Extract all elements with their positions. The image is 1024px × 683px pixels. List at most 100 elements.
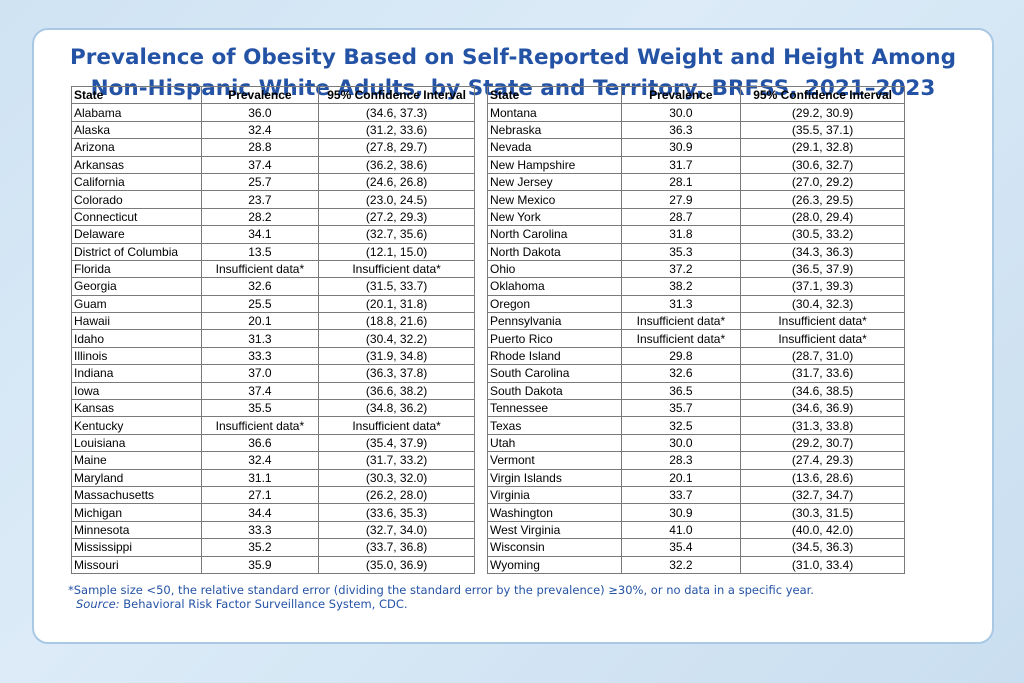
prevalence-cell: 28.1 bbox=[620, 172, 742, 192]
table-row: Oklahoma 38.2 (37.1, 39.3) bbox=[487, 277, 905, 296]
ci-cell: (32.7, 35.6) bbox=[318, 225, 475, 244]
prevalence-cell: 35.2 bbox=[200, 538, 320, 557]
ci-cell: Insufficient data* bbox=[318, 416, 475, 435]
ci-cell: (23.0, 24.5) bbox=[318, 190, 475, 209]
state-cell: Maryland bbox=[71, 468, 202, 487]
prevalence-cell: 32.4 bbox=[200, 120, 320, 140]
state-cell: Pennsylvania bbox=[487, 312, 622, 331]
prevalence-cell: 35.3 bbox=[620, 242, 742, 261]
prevalence-cell: 28.2 bbox=[200, 207, 320, 227]
prevalence-cell: 32.6 bbox=[200, 277, 320, 296]
prevalence-cell: 34.4 bbox=[200, 503, 320, 522]
ci-cell: (31.5, 33.7) bbox=[318, 277, 475, 296]
state-cell: South Dakota bbox=[487, 381, 622, 401]
table-row: Montana 30.0 (29.2, 30.9) bbox=[487, 103, 905, 122]
ci-cell: (27.2, 29.3) bbox=[318, 207, 475, 227]
ci-cell: (30.3, 32.0) bbox=[318, 468, 475, 487]
prevalence-cell: Insufficient data* bbox=[200, 416, 320, 435]
state-cell: Puerto Rico bbox=[487, 329, 622, 348]
table-row: Alabama 36.0 (34.6, 37.3) bbox=[71, 103, 475, 122]
ci-cell: (26.3, 29.5) bbox=[740, 190, 905, 209]
table-left: State Prevalence 95% Confidence Interval… bbox=[71, 85, 475, 574]
table-row: District of Columbia 13.5 (12.1, 15.0) bbox=[71, 242, 475, 261]
state-cell: Iowa bbox=[71, 381, 202, 401]
ci-cell: (34.5, 36.3) bbox=[740, 538, 905, 557]
state-cell: Delaware bbox=[71, 225, 202, 244]
table-row: New Jersey 28.1 (27.0, 29.2) bbox=[487, 172, 905, 192]
prevalence-cell: 33.3 bbox=[200, 520, 320, 540]
state-cell: Oregon bbox=[487, 294, 622, 314]
source-text: Behavioral Risk Factor Surveillance Syst… bbox=[119, 597, 408, 611]
prevalence-cell: 28.7 bbox=[620, 207, 742, 227]
prevalence-cell: 28.8 bbox=[200, 138, 320, 157]
prevalence-cell: 31.3 bbox=[200, 329, 320, 348]
prevalence-cell: 32.5 bbox=[620, 416, 742, 435]
state-cell: Texas bbox=[487, 416, 622, 435]
column-header-prevalence: Prevalence bbox=[200, 85, 320, 105]
state-cell: Montana bbox=[487, 103, 622, 122]
table-row: Michigan 34.4 (33.6, 35.3) bbox=[71, 503, 475, 522]
ci-cell: (34.3, 36.3) bbox=[740, 242, 905, 261]
state-cell: West Virginia bbox=[487, 520, 622, 540]
table-row: Iowa 37.4 (36.6, 38.2) bbox=[71, 381, 475, 401]
state-cell: Ohio bbox=[487, 259, 622, 279]
state-cell: Arizona bbox=[71, 138, 202, 157]
prevalence-cell: 37.0 bbox=[200, 364, 320, 383]
state-cell: Illinois bbox=[71, 346, 202, 366]
table-row: Tennessee 35.7 (34.6, 36.9) bbox=[487, 399, 905, 418]
state-cell: Georgia bbox=[71, 277, 202, 296]
prevalence-cell: 27.9 bbox=[620, 190, 742, 209]
ci-cell: Insufficient data* bbox=[740, 329, 905, 348]
prevalence-cell: 30.0 bbox=[620, 103, 742, 122]
prevalence-cell: Insufficient data* bbox=[620, 312, 742, 331]
prevalence-cell: 41.0 bbox=[620, 520, 742, 540]
ci-cell: (29.2, 30.7) bbox=[740, 433, 905, 453]
table-row: Nevada 30.9 (29.1, 32.8) bbox=[487, 138, 905, 157]
state-cell: Vermont bbox=[487, 451, 622, 470]
title-line-1: Prevalence of Obesity Based on Self-Repo… bbox=[70, 45, 956, 70]
state-cell: Hawaii bbox=[71, 312, 202, 331]
state-cell: Colorado bbox=[71, 190, 202, 209]
table-row: Florida Insufficient data* Insufficient da… bbox=[71, 259, 475, 279]
prevalence-cell: 31.1 bbox=[200, 468, 320, 487]
state-cell: North Dakota bbox=[487, 242, 622, 261]
state-cell: Guam bbox=[71, 294, 202, 314]
ci-cell: (28.0, 29.4) bbox=[740, 207, 905, 227]
ci-cell: (33.7, 36.8) bbox=[318, 538, 475, 557]
state-cell: New Jersey bbox=[487, 172, 622, 192]
state-cell: Virginia bbox=[487, 485, 622, 505]
prevalence-cell: 31.7 bbox=[620, 155, 742, 174]
table-row: Kansas 35.5 (34.8, 36.2) bbox=[71, 399, 475, 418]
column-header-prevalence: Prevalence bbox=[620, 85, 742, 105]
table-row: Pennsylvania Insufficient data* Insufficie… bbox=[487, 312, 905, 331]
state-cell: New Mexico bbox=[487, 190, 622, 209]
ci-cell: (12.1, 15.0) bbox=[318, 242, 475, 261]
table-row: Virgin Islands 20.1 (13.6, 28.6) bbox=[487, 468, 905, 487]
ci-cell: (34.6, 37.3) bbox=[318, 103, 475, 122]
ci-cell: (30.3, 31.5) bbox=[740, 503, 905, 522]
state-cell: New York bbox=[487, 207, 622, 227]
state-cell: Alabama bbox=[71, 103, 202, 122]
ci-cell: (27.4, 29.3) bbox=[740, 451, 905, 470]
table-row: Texas 32.5 (31.3, 33.8) bbox=[487, 416, 905, 435]
table-row: Maine 32.4 (31.7, 33.2) bbox=[71, 451, 475, 470]
ci-cell: (29.2, 30.9) bbox=[740, 103, 905, 122]
prevalence-cell: 30.9 bbox=[620, 138, 742, 157]
table-row: Ohio 37.2 (36.5, 37.9) bbox=[487, 259, 905, 279]
table-row: Arkansas 37.4 (36.2, 38.6) bbox=[71, 155, 475, 174]
table-row: Utah 30.0 (29.2, 30.7) bbox=[487, 433, 905, 453]
ci-cell: Insufficient data* bbox=[740, 312, 905, 331]
table-row: Missouri 35.9 (35.0, 36.9) bbox=[71, 555, 475, 574]
table-row: Idaho 31.3 (30.4, 32.2) bbox=[71, 329, 475, 348]
table-row: Wisconsin 35.4 (34.5, 36.3) bbox=[487, 538, 905, 557]
ci-cell: (20.1, 31.8) bbox=[318, 294, 475, 314]
prevalence-cell: 34.1 bbox=[200, 225, 320, 244]
table-row: Indiana 37.0 (36.3, 37.8) bbox=[71, 364, 475, 383]
prevalence-cell: 31.3 bbox=[620, 294, 742, 314]
table-row: Vermont 28.3 (27.4, 29.3) bbox=[487, 451, 905, 470]
state-cell: Washington bbox=[487, 503, 622, 522]
state-cell: Kansas bbox=[71, 399, 202, 418]
table-row: California 25.7 (24.6, 26.8) bbox=[71, 172, 475, 192]
ci-cell: (36.2, 38.6) bbox=[318, 155, 475, 174]
state-cell: Nebraska bbox=[487, 120, 622, 140]
